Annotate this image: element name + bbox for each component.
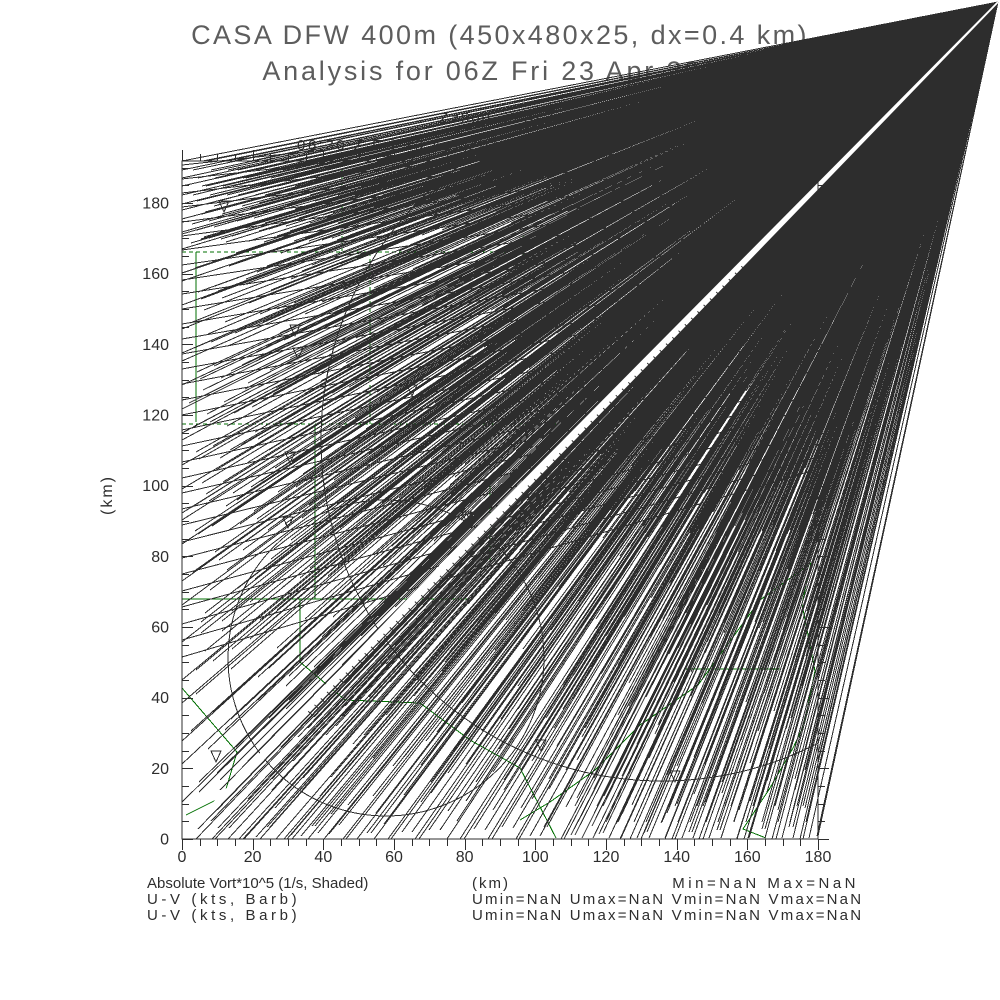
svg-text:U-V (kts, Barb): U-V (kts, Barb) xyxy=(147,907,300,924)
svg-text:Min=NaN Max=NaN: Min=NaN Max=NaN xyxy=(672,875,859,892)
svg-text:180: 180 xyxy=(805,849,832,866)
svg-text:120: 120 xyxy=(593,849,620,866)
svg-text:Umin=NaN Umax=NaN Vmin=NaN Vma: Umin=NaN Umax=NaN Vmin=NaN Vmax=NaN xyxy=(472,907,863,924)
svg-text:(km): (km) xyxy=(472,875,510,892)
svg-text:160: 160 xyxy=(734,849,761,866)
svg-text:Absolute Vort*10^5 (1/s, Shade: Absolute Vort*10^5 (1/s, Shaded) xyxy=(147,875,368,892)
svg-text:60: 60 xyxy=(385,849,403,866)
svg-text:180: 180 xyxy=(142,196,169,213)
svg-text:80: 80 xyxy=(456,849,474,866)
svg-text:100: 100 xyxy=(522,849,549,866)
svg-text:Umin=NaN Umax=NaN Vmin=NaN Vma: Umin=NaN Umax=NaN Vmin=NaN Vmax=NaN xyxy=(472,891,863,908)
svg-text:140: 140 xyxy=(142,337,169,354)
svg-text:100: 100 xyxy=(142,478,169,495)
svg-text:40: 40 xyxy=(151,690,169,707)
svg-text:80: 80 xyxy=(151,549,169,566)
svg-text:40: 40 xyxy=(314,849,332,866)
svg-text:U-V (kts, Barb): U-V (kts, Barb) xyxy=(147,891,300,908)
svg-text:120: 120 xyxy=(142,408,169,425)
svg-text:160: 160 xyxy=(142,266,169,283)
svg-text:CASA DFW 400m (450x480x25, dx=: CASA DFW 400m (450x480x25, dx=0.4 km) xyxy=(191,20,809,50)
svg-text:60: 60 xyxy=(151,620,169,637)
svg-text:0: 0 xyxy=(160,832,169,849)
svg-text:20: 20 xyxy=(151,761,169,778)
svg-text:20: 20 xyxy=(244,849,262,866)
svg-text:140: 140 xyxy=(663,849,690,866)
svg-text:(km): (km) xyxy=(99,475,116,515)
svg-text:0: 0 xyxy=(178,849,187,866)
